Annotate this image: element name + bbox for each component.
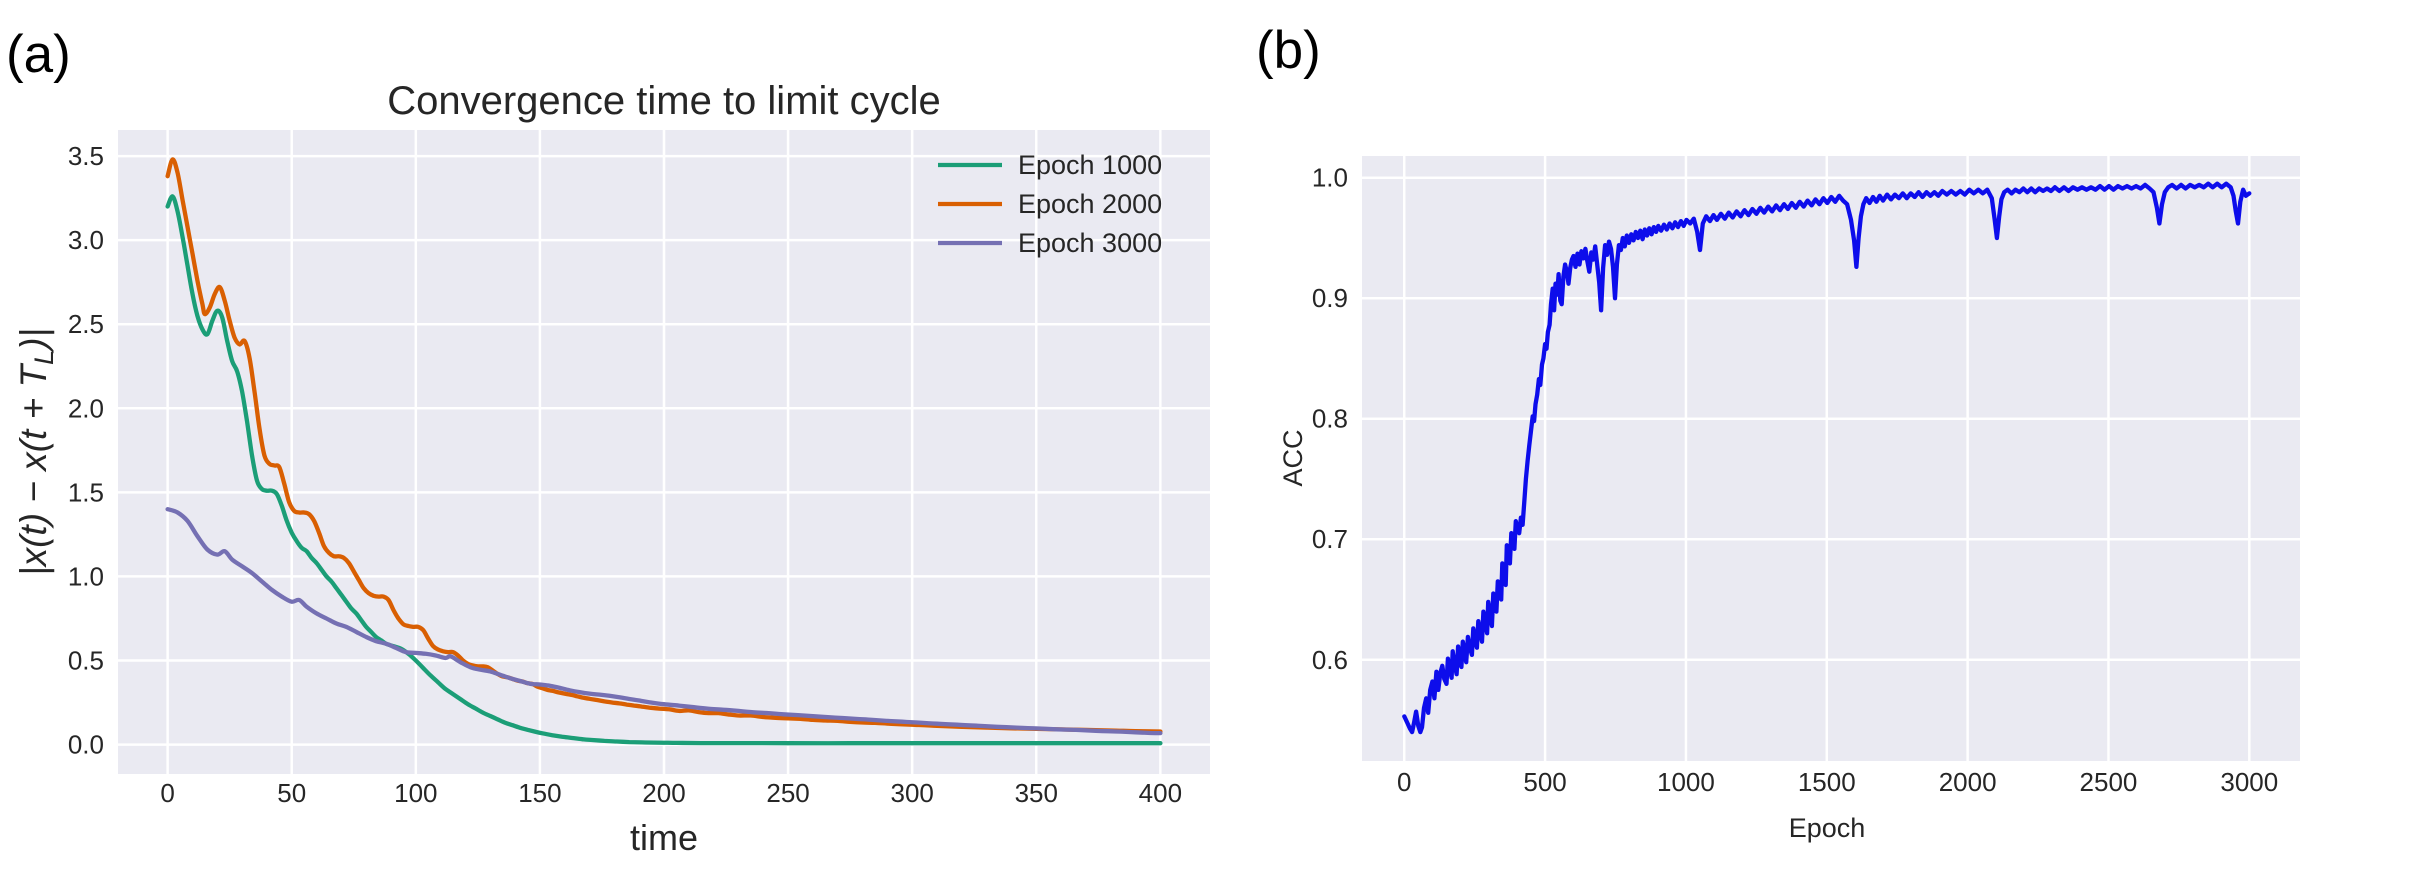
series-line-epoch-1000 xyxy=(165,194,1163,746)
legend-label: Epoch 3000 xyxy=(1018,228,1162,258)
x-tick-label: 50 xyxy=(277,778,306,808)
y-tick-label: 1.0 xyxy=(1312,163,1348,193)
panel-b-series xyxy=(1402,181,2252,735)
y-tick-label: 2.0 xyxy=(68,393,104,423)
panel-a-xlabel: time xyxy=(630,817,698,858)
y-tick-label: 1.0 xyxy=(68,561,104,591)
y-tick-label: 3.5 xyxy=(68,141,104,171)
panel-a-legend: Epoch 1000 Epoch 2000 Epoch 3000 xyxy=(938,150,1162,258)
x-tick-label: 1500 xyxy=(1798,767,1856,797)
x-tick-label: 2000 xyxy=(1939,767,1997,797)
y-tick-label: 0.5 xyxy=(68,646,104,676)
panel-a-ylabel: |x(t) − x(t + TL)| xyxy=(13,328,59,576)
y-tick-label: 0.6 xyxy=(1312,645,1348,675)
panel-a: 0 50 100 150 200 250 300 350 400 0.0 0.5 1.0 1.5 2.0… xyxy=(6,25,1210,858)
x-tick-label: 3000 xyxy=(2220,767,2278,797)
panel-b-x-tick-labels: 0 500 1000 1500 2000 2500 3000 xyxy=(1397,767,2278,797)
legend-label: Epoch 2000 xyxy=(1018,189,1162,219)
panel-b-xlabel: Epoch xyxy=(1789,813,1866,843)
series-line-epoch-2000 xyxy=(165,157,1163,734)
legend-label: Epoch 1000 xyxy=(1018,150,1162,180)
panel-b-label: (b) xyxy=(1256,21,1321,80)
series-line-epoch-3000 xyxy=(165,507,1163,736)
x-tick-label: 200 xyxy=(642,778,685,808)
y-tick-label: 0.9 xyxy=(1312,283,1348,313)
y-tick-label: 1.5 xyxy=(68,477,104,507)
y-tick-label: 2.5 xyxy=(68,309,104,339)
panel-b-plot-area xyxy=(1362,156,2300,761)
panel-b: 0 500 1000 1500 2000 2500 3000 0.6 0.7 0.8 0.9 1.0… xyxy=(1256,21,2300,843)
x-tick-label: 0 xyxy=(1397,767,1411,797)
x-tick-label: 500 xyxy=(1523,767,1566,797)
y-tick-label: 0.8 xyxy=(1312,404,1348,434)
x-tick-label: 2500 xyxy=(2080,767,2138,797)
panel-a-title: Convergence time to limit cycle xyxy=(387,79,941,123)
y-tick-label: 0.7 xyxy=(1312,524,1348,554)
panel-a-label: (a) xyxy=(6,25,71,84)
x-tick-label: 100 xyxy=(394,778,437,808)
x-tick-label: 300 xyxy=(890,778,933,808)
panel-a-y-tick-labels: 0.0 0.5 1.0 1.5 2.0 2.5 3.0 3.5 xyxy=(68,141,104,760)
panel-b-y-tick-labels: 0.6 0.7 0.8 0.9 1.0 xyxy=(1312,163,1348,675)
legend-item: Epoch 3000 xyxy=(938,228,1162,258)
panel-a-x-tick-labels: 0 50 100 150 200 250 300 350 400 xyxy=(160,778,1182,808)
legend-item: Epoch 2000 xyxy=(938,189,1162,219)
x-tick-label: 400 xyxy=(1139,778,1182,808)
x-tick-label: 250 xyxy=(766,778,809,808)
legend-item: Epoch 1000 xyxy=(938,150,1162,180)
series-line-acc xyxy=(1402,181,2252,735)
y-tick-label: 0.0 xyxy=(68,730,104,760)
y-tick-label: 3.0 xyxy=(68,225,104,255)
panel-b-gridlines xyxy=(1362,156,2300,761)
x-tick-label: 0 xyxy=(160,778,174,808)
x-tick-label: 350 xyxy=(1015,778,1058,808)
panel-b-ylabel: ACC xyxy=(1278,429,1308,486)
x-tick-label: 150 xyxy=(518,778,561,808)
panel-a-series xyxy=(165,157,1163,746)
x-tick-label: 1000 xyxy=(1657,767,1715,797)
